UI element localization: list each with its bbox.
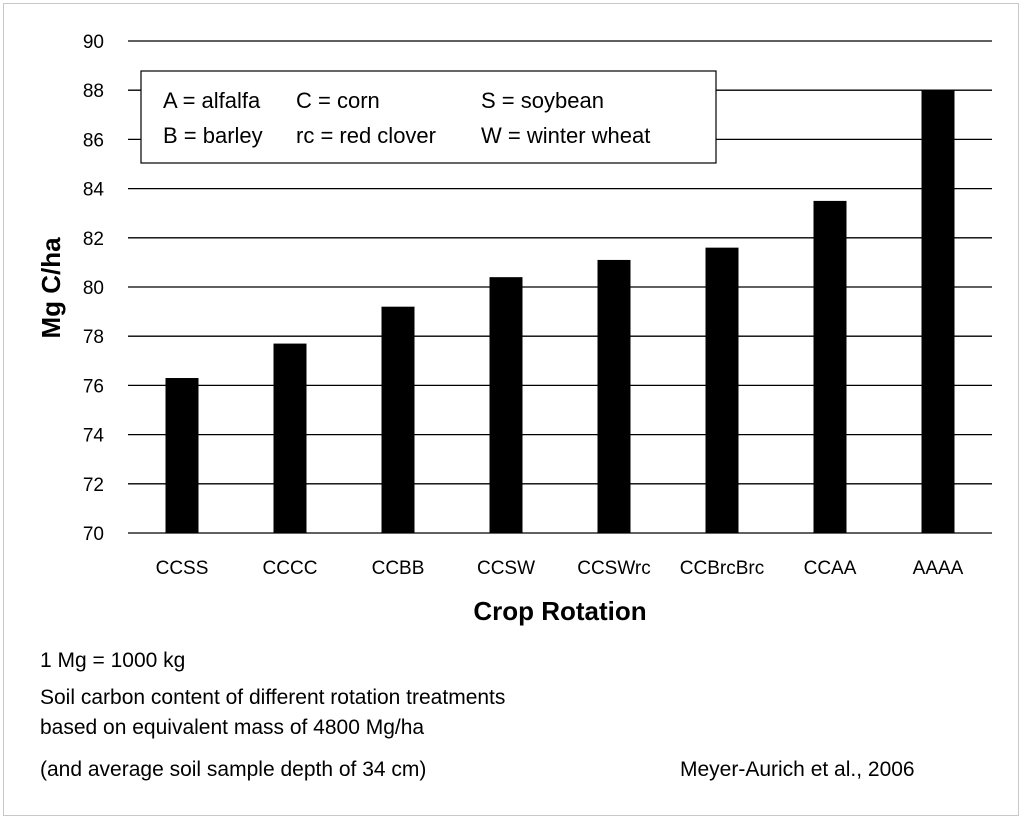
- bar-ccaa: [813, 200, 847, 533]
- bar-ccbb: [381, 306, 415, 533]
- bar-ccsw: [489, 277, 523, 533]
- y-tick-label: 70: [83, 524, 104, 545]
- bar-cccc: [273, 343, 307, 533]
- y-tick-label: 86: [83, 130, 104, 151]
- y-tick-label: 88: [83, 81, 104, 102]
- unit-conversion-note: 1 Mg = 1000 kg: [40, 649, 186, 672]
- x-tick-label: CCSWrc: [577, 558, 651, 579]
- y-tick-label: 72: [83, 475, 104, 496]
- y-tick-label: 82: [83, 229, 104, 250]
- caption-line-3: (and average soil sample depth of 34 cm): [40, 758, 427, 781]
- y-tick-label: 84: [83, 180, 105, 201]
- bar-aaaa: [921, 90, 955, 533]
- y-tick-labels: 70 72 74 76 78 80 82 84 86 88 90: [83, 32, 105, 545]
- y-tick-label: 76: [83, 376, 104, 397]
- bar-ccbrcbrc: [705, 247, 739, 533]
- x-axis-title: Crop Rotation: [473, 596, 646, 626]
- x-tick-label: CCBrcBrc: [680, 558, 764, 579]
- y-tick-label: 74: [83, 426, 105, 447]
- y-axis-title: Mg C/ha: [36, 237, 66, 339]
- legend-soybean: S = soybean: [481, 88, 604, 113]
- x-tick-label: CCSW: [477, 558, 535, 579]
- bars: [165, 90, 955, 533]
- y-tick-label: 80: [83, 278, 104, 299]
- x-tick-label: CCCC: [263, 558, 318, 579]
- legend-winter-wheat: W = winter wheat: [481, 123, 650, 148]
- bar-ccswrc: [597, 259, 631, 533]
- legend-corn: C = corn: [296, 88, 380, 113]
- x-tick-label: AAAA: [913, 558, 964, 579]
- legend-box: A = alfalfa C = corn S = soybean B = bar…: [140, 70, 717, 164]
- x-tick-label: CCSS: [156, 558, 209, 579]
- y-tick-label: 90: [83, 32, 104, 53]
- citation: Meyer-Aurich et al., 2006: [680, 758, 915, 781]
- x-tick-label: CCBB: [372, 558, 425, 579]
- caption-line-1: Soil carbon content of different rotatio…: [40, 686, 506, 709]
- legend-red-clover: rc = red clover: [296, 123, 436, 148]
- legend-alfalfa: A = alfalfa: [163, 88, 261, 113]
- bar-ccss: [165, 378, 199, 533]
- caption-line-2: based on equivalent mass of 4800 Mg/ha: [40, 716, 425, 739]
- y-tick-label: 78: [83, 327, 104, 348]
- x-tick-labels: CCSS CCCC CCBB CCSW CCSWrc CCBrcBrc CCAA AAAA: [156, 558, 964, 579]
- figure-frame: [3, 3, 1019, 816]
- x-tick-label: CCAA: [804, 558, 857, 579]
- legend-barley: B = barley: [163, 123, 263, 148]
